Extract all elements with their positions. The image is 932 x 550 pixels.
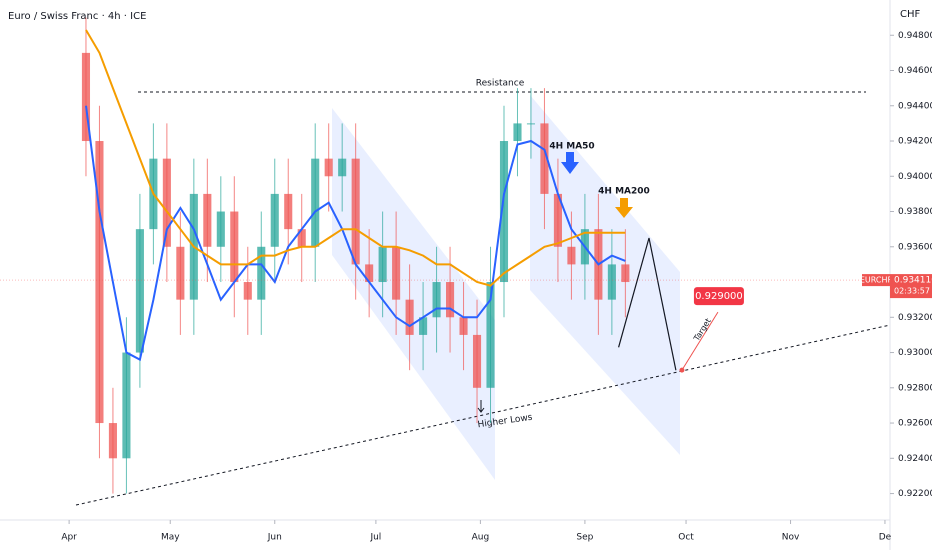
candle-body — [270, 193, 279, 247]
price-tag — [862, 274, 890, 287]
x-tick-label: Sep — [576, 533, 593, 543]
x-tick-label: Oct — [678, 533, 694, 543]
candle-body — [499, 141, 509, 283]
y-tick-label: 0.944000 — [898, 101, 932, 111]
x-tick-label: May — [161, 533, 180, 543]
y-tick-label: 0.936000 — [898, 242, 932, 252]
y-tick-label: 0.930000 — [898, 348, 932, 358]
candle-body — [432, 282, 441, 318]
y-tick-label: 0.922000 — [898, 489, 932, 499]
channel — [530, 95, 680, 455]
candle-body — [338, 158, 347, 177]
annotation: Resistance — [476, 79, 525, 89]
candle-body — [526, 123, 536, 125]
y-tick-label: 0.942000 — [898, 137, 932, 147]
candle-body — [176, 246, 185, 300]
x-tick-label: Nov — [782, 533, 800, 543]
candle-body — [459, 317, 468, 335]
candle-body — [378, 246, 387, 283]
y-tick-label: 0.946000 — [898, 66, 932, 76]
candle-body — [311, 158, 320, 247]
candle-body — [607, 264, 616, 300]
y-tick-label: 0.926000 — [898, 419, 932, 429]
symbol-label: EURCHF — [860, 276, 893, 285]
target-label: 0.929000 — [695, 291, 743, 302]
candle-body — [162, 158, 171, 247]
countdown: 02:33:57 — [894, 287, 930, 296]
y-tick-label: 0.940000 — [898, 172, 932, 182]
chart-title: Euro / Swiss Franc · 4h · ICE — [8, 11, 146, 22]
candle-body — [405, 299, 414, 335]
candle-body — [446, 282, 455, 318]
channel — [332, 108, 495, 480]
candle-body — [486, 282, 495, 388]
arrow — [477, 400, 485, 413]
candle-body — [472, 334, 482, 388]
candle-body — [257, 246, 266, 300]
candle-body — [135, 229, 144, 353]
target-box — [693, 287, 744, 306]
y-tick-label: 0.938000 — [898, 207, 932, 217]
annotation: 4H MA50 — [549, 142, 594, 152]
candle-body — [513, 123, 522, 142]
price-tag — [890, 274, 932, 299]
candle-body — [621, 264, 630, 283]
ma-line — [85, 29, 626, 287]
candle-body — [392, 246, 401, 300]
candle-body — [230, 211, 239, 283]
annotation: 4H MA200 — [598, 187, 650, 197]
arrow — [561, 152, 579, 174]
x-tick-label: Apr — [61, 533, 77, 543]
x-tick-label: De — [879, 533, 892, 543]
candle-body — [284, 193, 293, 230]
trend-line — [75, 324, 891, 506]
candle-body — [553, 193, 562, 247]
candle-body — [122, 352, 131, 459]
y-tick-label: 0.928000 — [898, 383, 932, 393]
candle-body — [365, 264, 374, 283]
currency: CHF — [900, 9, 921, 20]
y-tick-label: 0.924000 — [898, 454, 932, 464]
ma-line — [85, 105, 626, 362]
candle-body — [419, 317, 428, 335]
x-tick-label: Jul — [369, 533, 381, 543]
candle-body — [81, 52, 91, 142]
candle-body — [324, 158, 333, 177]
x-tick-label: Jun — [267, 533, 282, 543]
arrow — [615, 198, 633, 218]
candle-body — [216, 211, 225, 247]
candle-body — [95, 141, 104, 424]
y-tick-label: 0.932000 — [898, 313, 932, 323]
candle-body — [540, 123, 549, 194]
y-tick-label: 0.948000 — [898, 31, 932, 41]
candle-body — [567, 246, 576, 265]
candle-body — [243, 282, 252, 300]
projection-line — [618, 237, 677, 371]
target-arrow — [681, 311, 719, 371]
candle-body — [297, 229, 306, 247]
candle-body — [351, 158, 360, 265]
candle-body — [108, 423, 117, 459]
x-tick-label: Aug — [472, 533, 490, 543]
candle-body — [203, 193, 212, 247]
